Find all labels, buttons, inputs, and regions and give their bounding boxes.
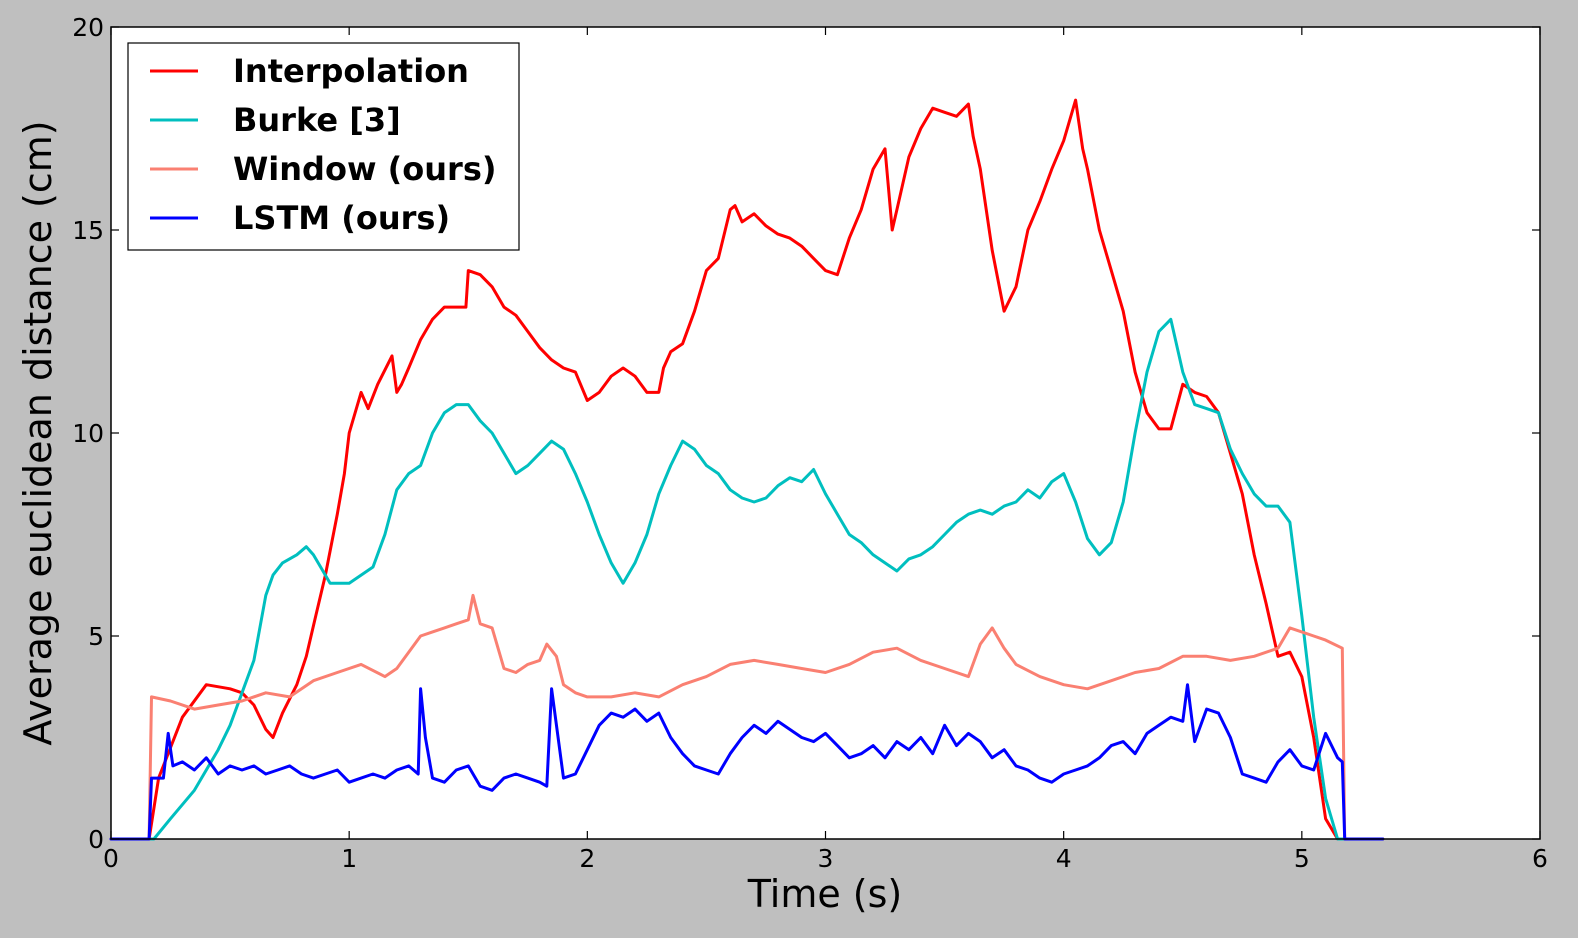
- x-tick-label: 5: [1294, 844, 1310, 873]
- x-tick-label: 2: [579, 844, 595, 873]
- x-tick-label: 3: [818, 844, 834, 873]
- legend-label: Burke [3]: [233, 101, 401, 139]
- legend-label: LSTM (ours): [233, 199, 450, 237]
- x-tick-label: 4: [1056, 844, 1072, 873]
- y-tick-label: 15: [72, 216, 104, 245]
- x-tick-label: 0: [103, 844, 119, 873]
- series-line-burke-3: [109, 317, 1385, 841]
- legend-label: Window (ours): [233, 150, 496, 188]
- series-line-window-ours: [109, 593, 1385, 841]
- y-tick-label: 10: [72, 419, 104, 448]
- x-axis-title: Time (s): [747, 872, 903, 916]
- y-tick-label: 0: [88, 825, 104, 854]
- legend-box: [127, 42, 520, 251]
- legend-label: Interpolation: [233, 52, 469, 90]
- series-group: [109, 98, 1385, 841]
- ticks-group: 0 1 2 3 4 5 6 0 5 10 15 20: [72, 13, 1548, 873]
- y-tick-label: 5: [88, 622, 104, 651]
- series-line-lstm-ours: [109, 683, 1385, 841]
- y-tick-label: 20: [72, 13, 104, 42]
- legend: Interpolation Burke [3] Window (ours) LSTM …: [127, 42, 520, 251]
- legend-entries: Interpolation Burke [3] Window (ours) LSTM …: [150, 52, 496, 237]
- x-tick-label: 1: [341, 844, 357, 873]
- x-tick-label: 6: [1532, 844, 1548, 873]
- y-axis-title: Average euclidean distance (cm): [16, 120, 60, 745]
